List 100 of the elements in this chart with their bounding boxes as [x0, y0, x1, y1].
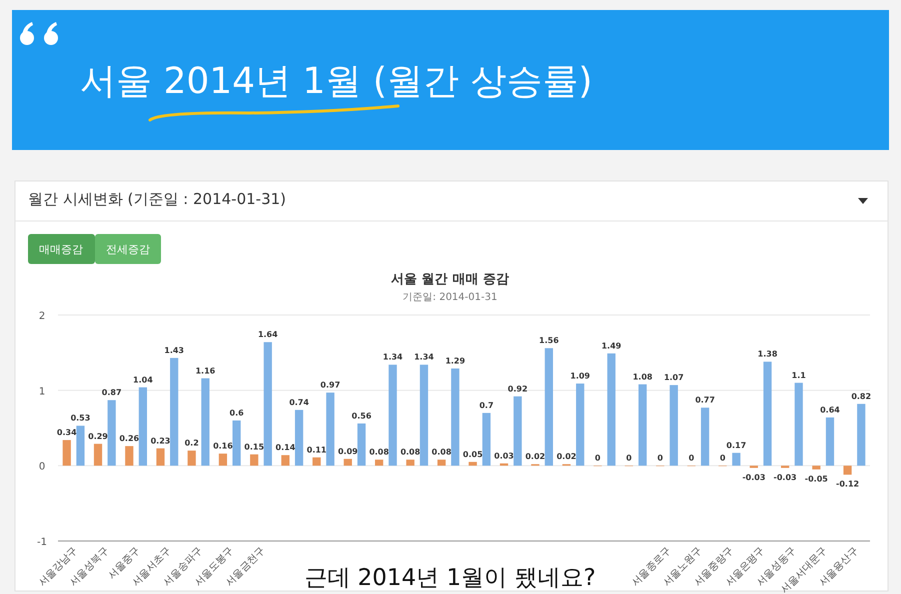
y-tick-label: 0: [38, 462, 46, 473]
data-label: 1.64: [258, 330, 278, 340]
bar: [125, 446, 134, 466]
data-label: 0.29: [88, 432, 108, 441]
bar: [812, 466, 820, 470]
bar: [138, 387, 148, 466]
bar: [794, 382, 803, 466]
bar: [843, 466, 852, 475]
bar: [700, 408, 710, 466]
bar: [607, 353, 616, 466]
data-label: 0.77: [695, 396, 715, 405]
bar: [451, 368, 460, 466]
data-label: 0.05: [462, 450, 484, 459]
data-label: 1.56: [539, 336, 560, 346]
data-label: 0.08: [432, 448, 452, 457]
data-label: 0.17: [726, 440, 746, 450]
bar: [156, 448, 165, 466]
text: 서울 2014년 1월 (월간 상승률): [80, 61, 592, 102]
data-label: 1.1: [792, 370, 806, 380]
data-label: 1.07: [664, 373, 684, 382]
bar: [826, 417, 834, 466]
y-tick-label: 2: [38, 311, 46, 322]
bar: [670, 385, 678, 466]
data-label: 0.87: [102, 388, 122, 398]
bar: [94, 444, 102, 466]
bar: [232, 420, 241, 466]
bar: [638, 384, 647, 466]
text: 매매증감: [39, 243, 83, 256]
data-label: 1.04: [133, 375, 154, 384]
data-label: 0.34: [56, 428, 78, 438]
chart-title: 서울 월간 매매 증감: [391, 272, 509, 287]
bar: [76, 426, 85, 466]
data-label: 0.09: [338, 446, 358, 456]
data-label: 0: [594, 454, 601, 463]
data-label: 1.34: [382, 352, 404, 362]
bar: [294, 410, 304, 466]
bar: [437, 460, 446, 466]
bar: [188, 450, 196, 466]
y-tick-label: -1: [37, 537, 47, 548]
bar: [170, 358, 178, 466]
bar: [201, 378, 210, 466]
data-label: -0.12: [836, 480, 860, 489]
data-label: -0.05: [804, 474, 828, 484]
data-label: 0: [688, 454, 695, 463]
data-label: 0.23: [150, 436, 170, 446]
data-label: 0.7: [479, 400, 494, 410]
data-label: 1.09: [570, 372, 590, 381]
bar: [344, 458, 352, 466]
data-label: 1.43: [164, 346, 184, 355]
bar: [374, 460, 384, 466]
bar: [250, 454, 258, 466]
data-label: 0: [626, 454, 632, 463]
data-label: 0.03: [494, 451, 514, 460]
data-label: 0.56: [352, 411, 372, 420]
bar: [544, 348, 554, 466]
bar: [62, 440, 71, 466]
bar: [326, 392, 334, 466]
data-label: 0.15: [244, 442, 264, 452]
bar: [468, 462, 477, 466]
text: 월간 시세변화 (기준일 : 2014-01-31): [28, 190, 286, 208]
bar: [312, 457, 321, 466]
data-label: 0: [720, 454, 726, 463]
data-label: 1.08: [632, 372, 653, 382]
data-label: 1.29: [445, 356, 466, 366]
bar: [763, 362, 772, 466]
bar: [281, 455, 290, 466]
data-label: 0: [657, 454, 664, 463]
bar: [388, 364, 397, 466]
data-label: 0.08: [400, 448, 421, 457]
data-label: 0.97: [320, 380, 340, 390]
bar: [482, 412, 491, 466]
bar: [857, 404, 866, 466]
bar: [420, 364, 428, 466]
bar: [108, 400, 116, 466]
data-label: 0.26: [119, 434, 140, 444]
data-label: 0.64: [820, 405, 840, 414]
bar: [732, 452, 740, 466]
data-label: 1.38: [758, 350, 778, 359]
y-tick-label: 1: [38, 386, 46, 398]
bar: [264, 342, 272, 466]
chart-subtitle: 기준일: 2014-01-31: [402, 292, 498, 303]
data-label: 1.16: [195, 366, 216, 376]
text: 전세증감: [106, 243, 150, 256]
bar: [406, 460, 414, 466]
data-label: 0.82: [851, 392, 872, 401]
data-label: 0.11: [306, 445, 327, 454]
bar: [218, 454, 228, 466]
data-label: 0.14: [276, 443, 296, 452]
data-label: 0.02: [525, 452, 546, 462]
data-label: 1.34: [414, 352, 434, 362]
data-label: 0.2: [184, 438, 199, 448]
bar: [576, 384, 584, 466]
bar: [514, 396, 522, 466]
data-label: 0.02: [556, 452, 576, 462]
bar: [357, 423, 366, 466]
data-label: -0.03: [774, 472, 797, 482]
data-label: 0.08: [369, 448, 390, 457]
data-label: -0.03: [742, 472, 766, 482]
data-label: 0.16: [213, 442, 234, 451]
text: 근데 2014년 1월이 됐네요?: [304, 565, 596, 591]
